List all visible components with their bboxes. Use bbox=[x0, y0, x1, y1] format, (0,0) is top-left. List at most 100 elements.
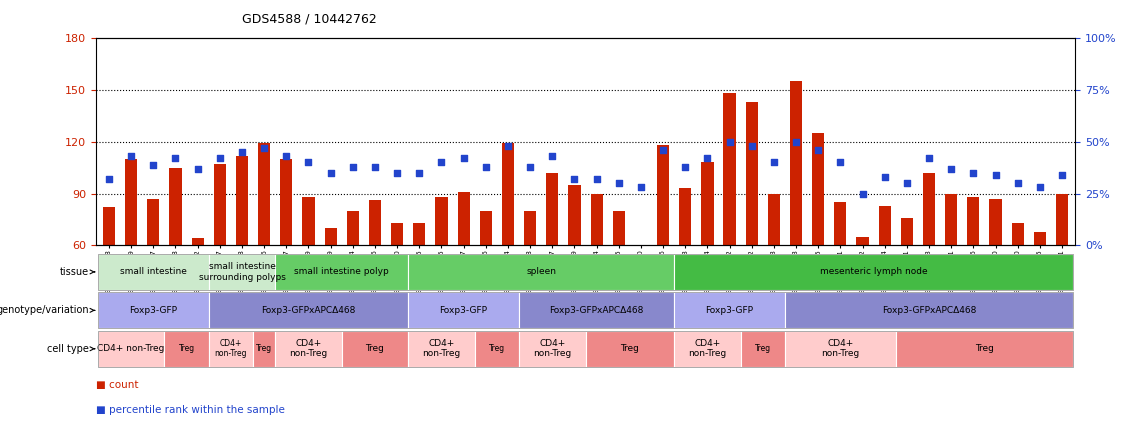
Bar bbox=[164, 331, 208, 367]
Bar bbox=[436, 197, 447, 245]
Point bbox=[854, 190, 872, 197]
Bar bbox=[98, 331, 164, 367]
Bar bbox=[502, 143, 515, 245]
Text: spleen: spleen bbox=[526, 267, 556, 276]
Text: Foxp3-GFP: Foxp3-GFP bbox=[439, 306, 488, 315]
Text: Treg: Treg bbox=[620, 344, 640, 353]
Bar bbox=[674, 292, 785, 328]
Point bbox=[277, 153, 295, 159]
Bar bbox=[409, 292, 519, 328]
Text: Foxp3-GFP: Foxp3-GFP bbox=[129, 306, 177, 315]
Bar bbox=[214, 164, 226, 245]
Text: mesenteric lymph node: mesenteric lymph node bbox=[820, 267, 928, 276]
Bar bbox=[275, 254, 409, 290]
Point bbox=[897, 180, 915, 187]
Bar bbox=[785, 331, 896, 367]
Point bbox=[233, 149, 251, 156]
Bar bbox=[590, 194, 602, 245]
Bar bbox=[369, 201, 381, 245]
Text: Foxp3-GFP: Foxp3-GFP bbox=[706, 306, 753, 315]
Bar bbox=[148, 199, 160, 245]
Text: CD4+
non-Treg: CD4+ non-Treg bbox=[821, 339, 859, 358]
Point bbox=[986, 171, 1004, 178]
Bar bbox=[656, 145, 669, 245]
Point bbox=[876, 173, 894, 180]
Bar bbox=[878, 206, 891, 245]
Bar bbox=[790, 81, 802, 245]
Point bbox=[787, 138, 805, 145]
Bar bbox=[280, 159, 293, 245]
Bar bbox=[901, 218, 913, 245]
Text: Foxp3-GFPxAPCΔ468: Foxp3-GFPxAPCΔ468 bbox=[882, 306, 976, 315]
Bar bbox=[413, 223, 426, 245]
Bar bbox=[457, 192, 470, 245]
Bar bbox=[102, 207, 115, 245]
Bar bbox=[208, 254, 275, 290]
Point bbox=[920, 155, 938, 162]
Bar bbox=[679, 188, 691, 245]
Text: CD4+
non-Treg: CD4+ non-Treg bbox=[422, 339, 461, 358]
Bar bbox=[741, 331, 785, 367]
Bar bbox=[98, 292, 208, 328]
Point bbox=[964, 170, 982, 176]
Bar bbox=[524, 211, 536, 245]
Text: ■ count: ■ count bbox=[96, 380, 138, 390]
Point bbox=[322, 170, 340, 176]
Bar bbox=[208, 331, 253, 367]
Point bbox=[588, 176, 606, 182]
Bar bbox=[125, 159, 137, 245]
Text: small intestine
surrounding polyps: small intestine surrounding polyps bbox=[198, 262, 285, 282]
Point bbox=[476, 163, 494, 170]
Text: CD4+
non-Treg: CD4+ non-Treg bbox=[688, 339, 726, 358]
Point bbox=[543, 153, 561, 159]
Text: genotype/variation: genotype/variation bbox=[0, 305, 95, 316]
Point bbox=[743, 143, 761, 149]
Bar bbox=[191, 239, 204, 245]
Text: CD4+
non-Treg: CD4+ non-Treg bbox=[289, 339, 328, 358]
Bar bbox=[923, 173, 936, 245]
Bar bbox=[303, 197, 314, 245]
Point bbox=[100, 176, 118, 182]
Point bbox=[521, 163, 539, 170]
Bar bbox=[235, 156, 248, 245]
Bar bbox=[341, 331, 409, 367]
Bar bbox=[1034, 231, 1046, 245]
Text: Treg: Treg bbox=[179, 344, 195, 353]
Text: Treg: Treg bbox=[366, 344, 384, 353]
Text: small intestine: small intestine bbox=[119, 267, 187, 276]
Bar bbox=[169, 168, 181, 245]
Bar bbox=[967, 197, 980, 245]
Bar bbox=[98, 254, 1073, 290]
Bar bbox=[812, 133, 824, 245]
Point bbox=[610, 180, 628, 187]
Text: GDS4588 / 10442762: GDS4588 / 10442762 bbox=[242, 12, 377, 25]
Text: Treg: Treg bbox=[489, 344, 504, 353]
Bar bbox=[347, 211, 359, 245]
Bar bbox=[785, 292, 1073, 328]
Bar bbox=[674, 331, 741, 367]
Bar bbox=[768, 194, 780, 245]
Bar bbox=[945, 194, 957, 245]
Bar bbox=[475, 331, 519, 367]
Point bbox=[721, 138, 739, 145]
Point bbox=[432, 159, 450, 166]
Point bbox=[211, 155, 229, 162]
Point bbox=[565, 176, 583, 182]
Bar bbox=[613, 211, 625, 245]
Point bbox=[698, 155, 716, 162]
Point bbox=[366, 163, 384, 170]
Text: Treg: Treg bbox=[754, 344, 771, 353]
Point bbox=[765, 159, 783, 166]
Bar bbox=[98, 254, 208, 290]
Bar bbox=[834, 202, 847, 245]
Bar bbox=[519, 292, 674, 328]
Bar bbox=[275, 331, 341, 367]
Bar bbox=[258, 143, 270, 245]
Text: Foxp3-GFPxAPCΔ468: Foxp3-GFPxAPCΔ468 bbox=[549, 306, 644, 315]
Bar bbox=[98, 292, 1073, 328]
Bar bbox=[701, 162, 714, 245]
Bar bbox=[208, 292, 409, 328]
Point bbox=[343, 163, 361, 170]
Bar bbox=[324, 228, 337, 245]
Text: small intestine polyp: small intestine polyp bbox=[294, 267, 390, 276]
